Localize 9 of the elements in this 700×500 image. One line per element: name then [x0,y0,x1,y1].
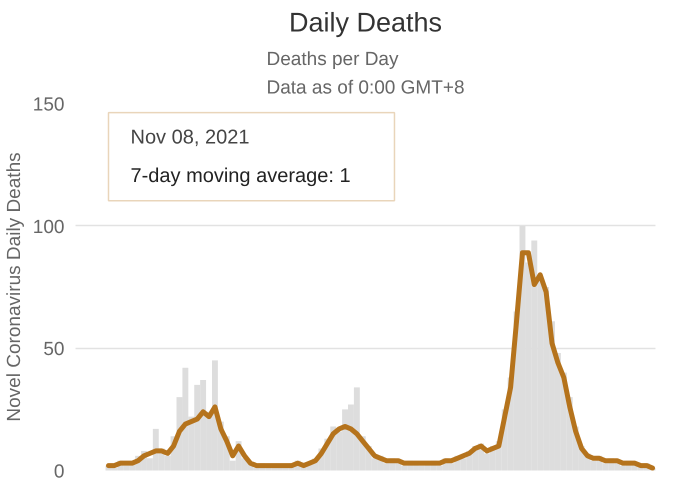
y-tick-label: 50 [43,339,65,360]
annotation: 7-day moving average: 1 [130,164,351,187]
y-tick-label: 150 [32,94,64,116]
annotation: Nov 08, 2021 [130,126,250,148]
chart-subtitle: Deaths per Day Data as of 0:00 GMT+8 [266,49,465,98]
y-tick-label: 100 [32,216,64,238]
y-axis-title: Novel Coronavirus Daily Deaths [4,152,25,422]
y-tick-label: 0 [54,462,65,482]
chart-title: Daily Deaths [288,8,442,38]
